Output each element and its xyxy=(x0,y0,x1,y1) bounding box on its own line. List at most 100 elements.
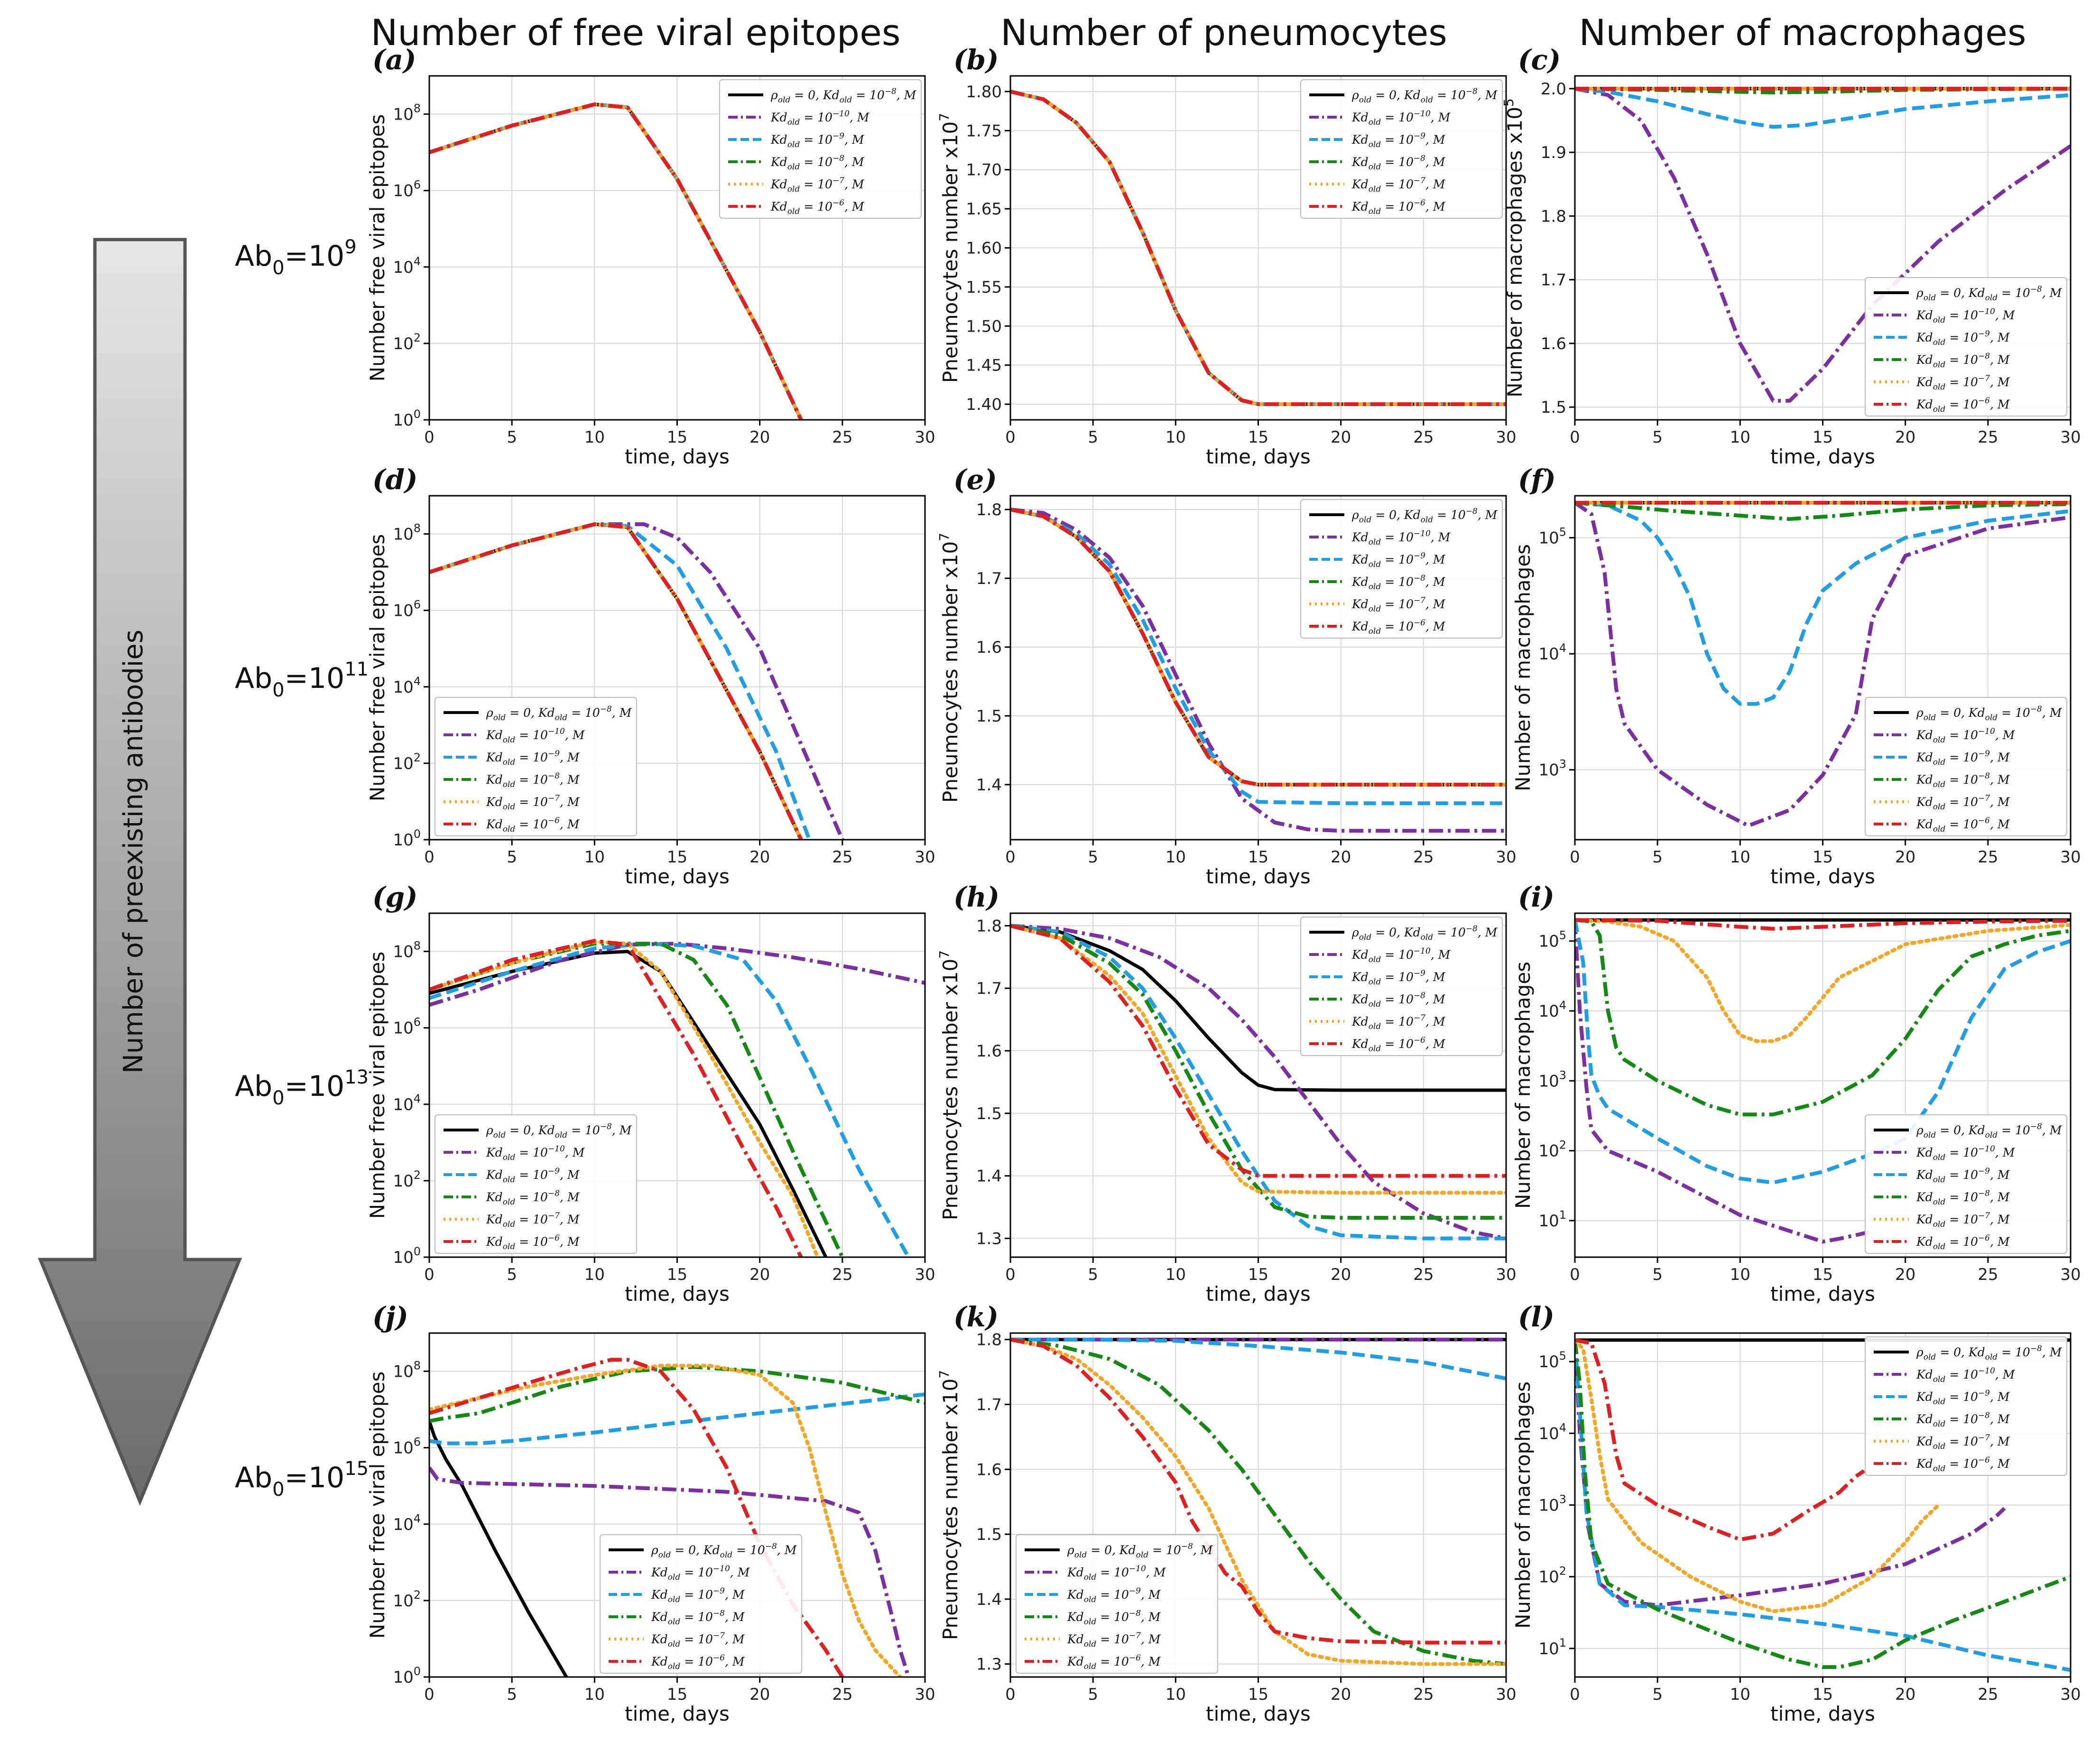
x-tick-label: 30 xyxy=(2060,428,2081,447)
legend-sub: old xyxy=(1359,95,1372,105)
y-tick-label: 1.4 xyxy=(976,1167,1002,1186)
row-label-ab13: Ab0=1013 xyxy=(235,1066,369,1109)
legend-sub: old xyxy=(1369,162,1381,172)
legend-tail: , M xyxy=(1425,575,1446,589)
tick-base: 10 xyxy=(393,1019,413,1038)
tick-base: 10 xyxy=(1538,1568,1559,1587)
tick-exponent: 5 xyxy=(1559,525,1566,538)
tick-exponent: 3 xyxy=(1559,758,1566,771)
legend-rest2: = 10 xyxy=(1148,1543,1181,1557)
legend-box xyxy=(1865,1336,2067,1476)
x-tick-label: 30 xyxy=(2060,1685,2081,1704)
x-tick-label: 10 xyxy=(584,1685,605,1704)
legend-sub2: old xyxy=(555,713,568,723)
y-tick-label: 100 xyxy=(393,408,421,430)
legend-main: Kd xyxy=(1916,331,1933,344)
legend-rest: = 10 xyxy=(515,795,548,809)
legend-sup: −8 xyxy=(1978,352,1990,361)
legend-main: Kd xyxy=(1916,795,1933,809)
legend-tail: , M xyxy=(1995,1368,2016,1381)
y-tick-label: 1.5 xyxy=(1541,398,1566,417)
legend-tail: , M xyxy=(560,1235,580,1249)
legend-sub: old xyxy=(668,1662,681,1671)
legend-sup: −7 xyxy=(1978,1211,1990,1221)
legend-tail: , M xyxy=(777,1543,797,1557)
y-tick-label: 1.6 xyxy=(976,1460,1002,1479)
tick-exponent: 2 xyxy=(414,1588,421,1602)
panel-label: (f) xyxy=(1518,463,1556,496)
legend-sub: old xyxy=(503,1153,516,1162)
legend-rest: = 10 xyxy=(1096,1566,1129,1579)
legend-tail: , M xyxy=(1995,728,2016,742)
x-tick-label: 25 xyxy=(1413,1685,1434,1704)
legend-entry: Kdold = 10−9, M xyxy=(1916,749,2010,767)
x-tick-label: 5 xyxy=(1652,428,1663,447)
legend-rest: = 10 xyxy=(680,1588,713,1602)
legend-sub: old xyxy=(503,735,516,745)
legend-sup: −9 xyxy=(1978,1389,1990,1398)
legend-tail: , M xyxy=(1990,817,2010,831)
legend-box xyxy=(1865,1114,2067,1254)
legend-entry: ρold = 0, Kdold = 10−8, M xyxy=(1067,1542,1213,1560)
legend-sub: old xyxy=(1933,315,1946,325)
legend-rest: = 0, Kd xyxy=(1371,508,1420,522)
y-tick-label: 1.5 xyxy=(976,1104,1002,1123)
legend-sub: old xyxy=(668,1573,681,1582)
series-line-i-3 xyxy=(1575,918,2071,1117)
legend-entry: Kdold = 10−6, M xyxy=(1916,396,2010,414)
legend-tail: , M xyxy=(1990,1457,2010,1471)
legend-entry: Kdold = 10−8, M xyxy=(1916,771,2010,789)
legend-main: ρ xyxy=(1916,1123,1924,1137)
tick-exponent: 0 xyxy=(414,827,421,841)
y-axis-label: Pneumocytes number x107 xyxy=(936,533,962,803)
legend-sup: −10 xyxy=(1978,727,1995,736)
y-tick-label: 106 xyxy=(393,1016,421,1038)
tick-base: 10 xyxy=(393,105,413,124)
legend-main: Kd xyxy=(651,1610,668,1624)
x-tick-label: 20 xyxy=(1331,428,1351,447)
x-tick-label: 10 xyxy=(1166,1265,1186,1284)
x-tick-label: 0 xyxy=(1570,1685,1580,1704)
y-axis-label-text: Number free viral epitopes xyxy=(366,952,389,1219)
tick-base: 10 xyxy=(1538,1496,1559,1515)
legend-sup: −10 xyxy=(548,727,565,736)
legend-entry: ρold = 0, Kdold = 10−8, M xyxy=(486,1122,632,1140)
y-tick-label: 104 xyxy=(393,675,421,697)
legend-sub: old xyxy=(787,140,800,149)
legend-main: Kd xyxy=(1916,1368,1933,1381)
legend-main: ρ xyxy=(1351,88,1359,102)
tick-exponent: 6 xyxy=(414,178,421,192)
legend-sup: −10 xyxy=(1414,529,1431,538)
series-line-h-0 xyxy=(1010,924,1506,1092)
legend-sub: old xyxy=(1933,758,1946,767)
x-tick-label: 25 xyxy=(1978,428,1998,447)
legend-rest: = 10 xyxy=(680,1566,713,1579)
tick-base: 10 xyxy=(1538,1353,1559,1371)
legend-tail: , M xyxy=(1990,375,2010,389)
x-tick-label: 0 xyxy=(1005,1685,1016,1704)
legend-sub: old xyxy=(503,780,516,789)
legend-sup: −6 xyxy=(1978,816,1990,825)
legend-rest: = 10 xyxy=(515,750,548,764)
legend-main: Kd xyxy=(1916,1190,1933,1204)
legend-sup: −9 xyxy=(1414,131,1425,141)
legend-rest: = 10 xyxy=(1096,1655,1129,1668)
legend-rest: = 10 xyxy=(515,1213,548,1226)
tick-base: 10 xyxy=(393,602,413,621)
series-line-e-1 xyxy=(1010,508,1506,833)
legend-sub: old xyxy=(1933,735,1946,745)
legend-rest: = 10 xyxy=(1945,1213,1978,1226)
legend-rest: = 10 xyxy=(800,133,833,147)
legend-entry: Kdold = 10−7, M xyxy=(770,176,865,194)
legend-sub: old xyxy=(1084,1662,1097,1671)
legend-sup: −6 xyxy=(1978,1233,1990,1243)
x-tick-label: 25 xyxy=(1413,1265,1434,1284)
tick-base: 10 xyxy=(1538,1072,1559,1091)
series-line-h-4 xyxy=(1010,924,1506,1195)
series-line-i-2 xyxy=(1575,919,2071,1185)
x-tick-label: 15 xyxy=(1813,1685,1833,1704)
